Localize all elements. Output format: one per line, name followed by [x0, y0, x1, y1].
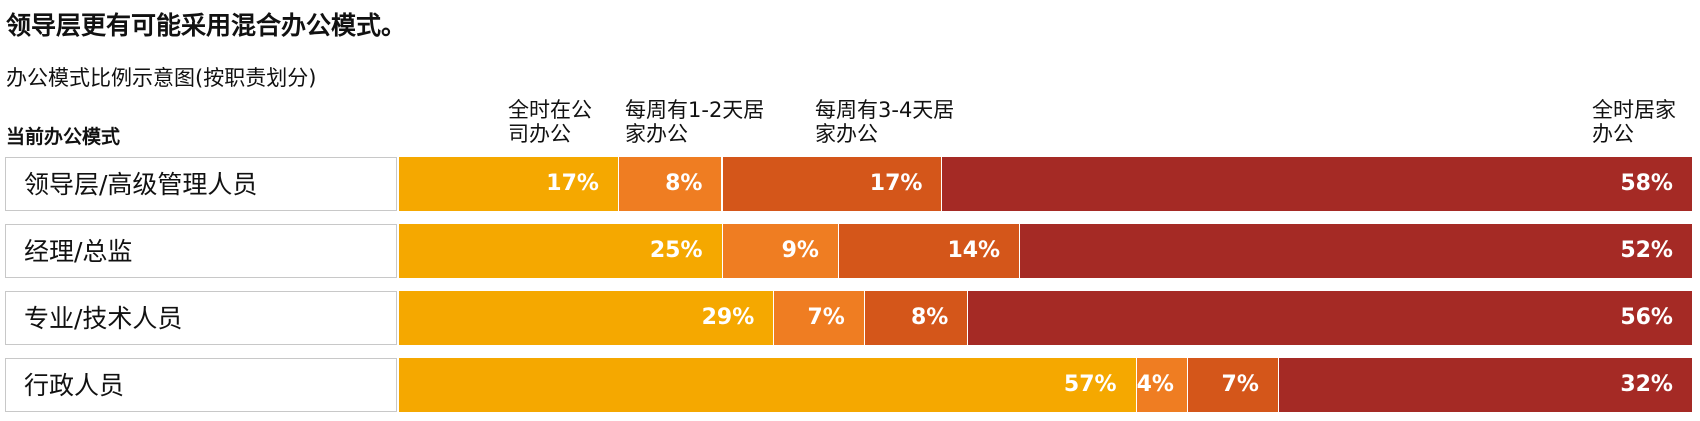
- value-label: 14%: [947, 238, 1001, 263]
- chart-title: 领导层更有可能采用混合办公模式。: [6, 11, 407, 40]
- bar-segment: [1020, 224, 1693, 278]
- value-label: 58%: [1620, 171, 1673, 196]
- legend-entry: 每周有3-4天居家办公: [815, 98, 955, 146]
- value-label: 32%: [1620, 372, 1673, 397]
- bar-segment: [1278, 358, 1693, 412]
- legend-entry: 全时在公司办公: [508, 98, 592, 146]
- bar-segment: [864, 291, 969, 345]
- legend-entry: 每周有1-2天居家办公: [625, 98, 765, 146]
- bar-segment: [838, 224, 1021, 278]
- bar-segment: [1188, 358, 1279, 412]
- bar-segment: [399, 291, 775, 345]
- value-label: 29%: [701, 305, 755, 330]
- bar-segment: [968, 291, 1693, 345]
- bar-segment: [618, 157, 723, 211]
- value-label: 8%: [665, 171, 703, 196]
- value-label: 52%: [1620, 238, 1673, 263]
- value-label: 9%: [781, 238, 819, 263]
- value-label: 56%: [1620, 305, 1673, 330]
- axis-label: 当前办公模式: [6, 126, 121, 148]
- row-label: 专业/技术人员: [5, 291, 397, 345]
- value-label: 8%: [910, 305, 949, 330]
- bar-segment: [722, 157, 943, 211]
- bar-segment: [722, 224, 839, 278]
- bar-segment: [942, 157, 1693, 211]
- row-label: 领导层/高级管理人员: [5, 157, 397, 211]
- bar-segment: [1136, 358, 1189, 412]
- chart-subtitle: 办公模式比例示意图(按职责划分): [6, 66, 317, 90]
- value-label: 7%: [1221, 372, 1259, 397]
- row-label: 经理/总监: [5, 224, 397, 278]
- bar-segment: [399, 157, 619, 211]
- row-label: 行政人员: [5, 358, 397, 412]
- bar-segment: [399, 358, 1137, 412]
- legend-entry: 全时居家办公: [1592, 98, 1676, 146]
- value-label: 17%: [869, 171, 923, 196]
- value-label: 25%: [649, 238, 703, 263]
- bar-segment: [399, 224, 723, 278]
- value-label: 17%: [546, 171, 599, 196]
- value-label: 57%: [1063, 372, 1117, 397]
- value-label: 4%: [1136, 372, 1174, 397]
- bar-segment: [774, 291, 865, 345]
- value-label: 7%: [807, 305, 845, 330]
